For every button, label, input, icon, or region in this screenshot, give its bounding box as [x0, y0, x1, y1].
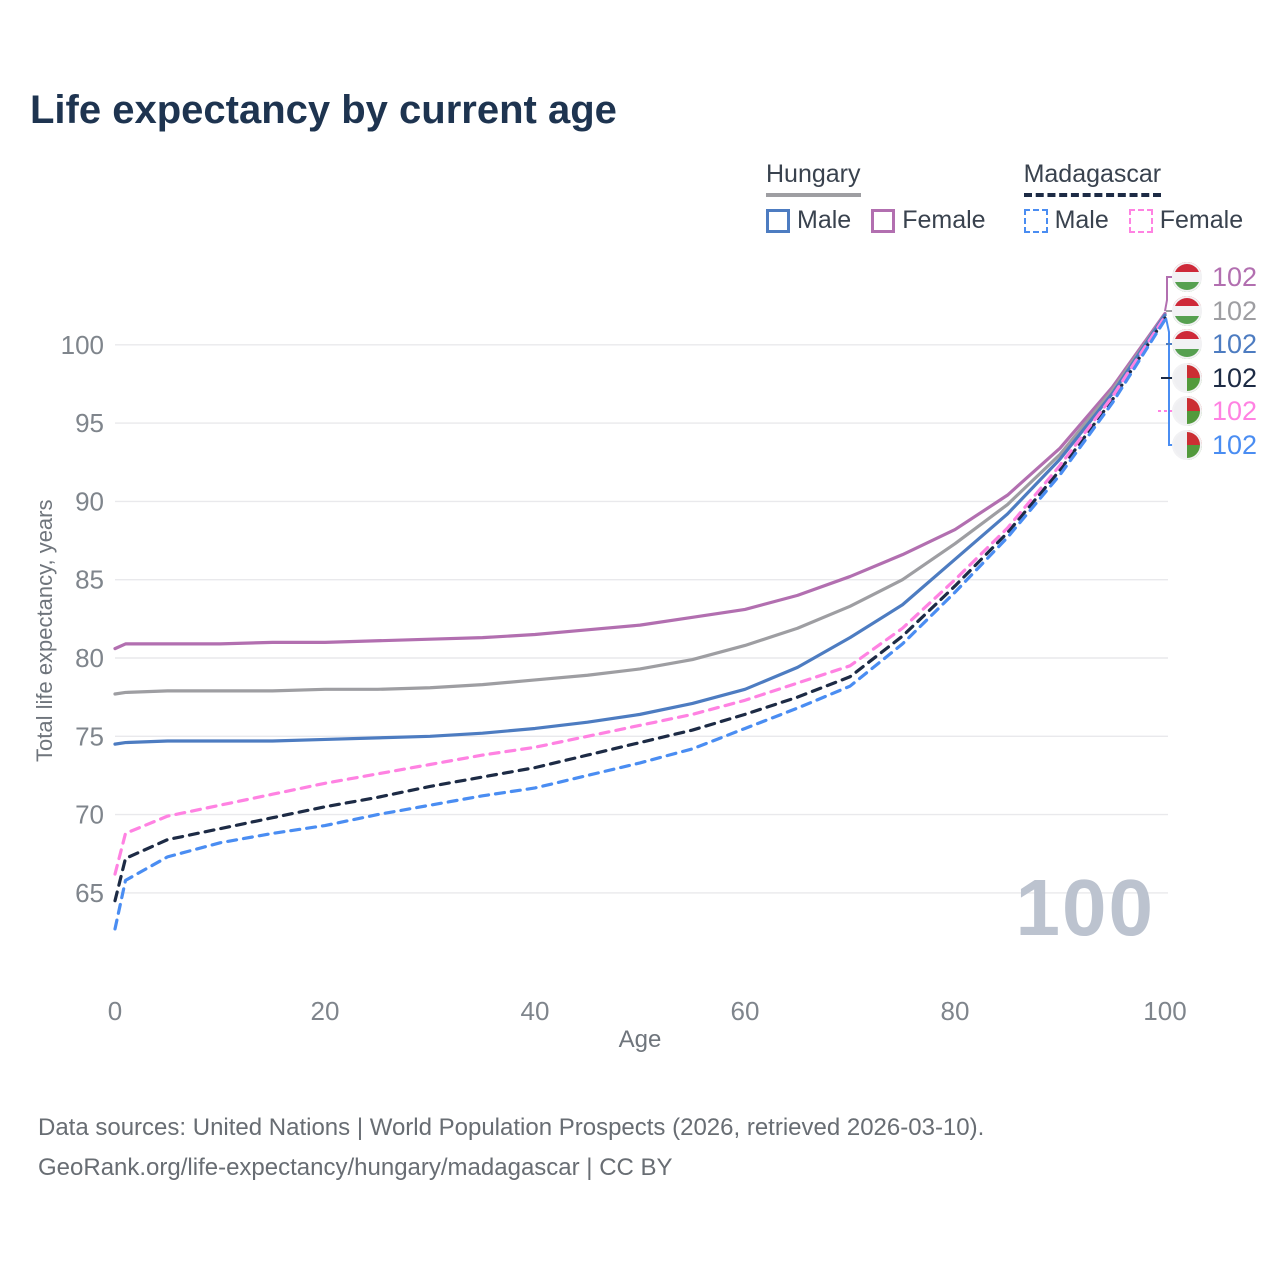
- x-tick-label: 20: [311, 996, 340, 1026]
- legend-item-label: Male: [797, 206, 852, 234]
- end-label-mg_f: 102: [1172, 395, 1257, 427]
- y-tick-label: 80: [75, 643, 104, 673]
- x-tick-label: 100: [1143, 996, 1186, 1026]
- legend-swatch-icon[interactable]: [1128, 208, 1153, 233]
- hungary-flag-icon: [1172, 262, 1202, 292]
- hungary-flag-icon: [1172, 296, 1202, 326]
- legend-swatch-icon[interactable]: [1023, 208, 1048, 233]
- madagascar-flag-icon: [1172, 363, 1202, 393]
- y-tick-label: 100: [61, 330, 104, 360]
- legend-group-madagascar: Madagascar Male Female: [1023, 160, 1244, 235]
- legend-group-hungary: Hungary Male Female: [766, 160, 986, 235]
- end-value-label: 102: [1212, 261, 1258, 292]
- legend-item-label: Female: [902, 206, 986, 234]
- series-line-mg_t[interactable]: [113, 316, 1167, 903]
- chart-title: Life expectancy by current age: [30, 88, 617, 132]
- legend-country-label[interactable]: Hungary: [766, 160, 861, 197]
- legend-item-hungary-female[interactable]: Female: [871, 206, 986, 235]
- end-value-label: 102: [1212, 395, 1258, 426]
- series-line-hu_f[interactable]: [113, 311, 1167, 651]
- hovered-age-watermark: 100: [1015, 863, 1155, 952]
- madagascar-flag-icon: [1172, 396, 1202, 426]
- series-line-hu_t[interactable]: [113, 313, 1167, 696]
- legend-country-label[interactable]: Madagascar: [1023, 160, 1162, 197]
- legend: Hungary Male Female Madagascar Male Female: [766, 160, 1243, 235]
- legend-item-label: Male: [1054, 206, 1109, 234]
- legend-item-label: Female: [1159, 206, 1244, 234]
- hungary-flag-icon: [1172, 329, 1202, 359]
- y-tick-label: 95: [75, 408, 104, 438]
- y-tick-label: 65: [75, 878, 104, 908]
- series-line-mg_m[interactable]: [113, 318, 1167, 931]
- x-tick-label: 0: [108, 996, 122, 1026]
- end-label-mg_t: 102: [1172, 362, 1257, 394]
- y-tick-label: 70: [75, 800, 104, 830]
- x-axis-label: Age: [618, 1026, 662, 1053]
- legend-item-hungary-male[interactable]: Male: [766, 206, 851, 235]
- y-axis-label: Total life expectancy, years: [32, 499, 57, 763]
- legend-swatch-icon[interactable]: [871, 208, 896, 233]
- x-tick-label: 80: [941, 996, 970, 1026]
- end-label-hu_t: 102: [1172, 295, 1257, 327]
- x-tick-label: 40: [521, 996, 550, 1026]
- madagascar-flag-icon: [1172, 430, 1202, 460]
- legend-item-madagascar-male[interactable]: Male: [1023, 206, 1109, 235]
- end-value-label: 102: [1212, 362, 1258, 393]
- y-tick-label: 75: [75, 721, 104, 751]
- x-tick-label: 60: [731, 996, 760, 1026]
- end-label-hu_m: 102: [1172, 328, 1257, 360]
- label-connector: [1164, 276, 1174, 312]
- end-label-hu_f: 102: [1172, 261, 1257, 293]
- end-value-label: 102: [1212, 429, 1258, 460]
- series-line-hu_m[interactable]: [113, 313, 1167, 746]
- footer: Data sources: United Nations | World Pop…: [38, 1108, 984, 1188]
- footer-url-line: GeoRank.org/life-expectancy/hungary/mada…: [38, 1154, 673, 1181]
- end-value-label: 102: [1212, 328, 1258, 359]
- y-tick-label: 85: [75, 565, 104, 595]
- legend-item-madagascar-female[interactable]: Female: [1128, 206, 1244, 235]
- series-line-mg_f[interactable]: [113, 315, 1167, 876]
- end-value-label: 102: [1212, 295, 1258, 326]
- y-tick-label: 90: [75, 486, 104, 516]
- end-label-mg_m: 102: [1172, 429, 1257, 461]
- footer-source-line: Data sources: United Nations | World Pop…: [38, 1114, 985, 1141]
- legend-swatch-icon[interactable]: [766, 208, 790, 233]
